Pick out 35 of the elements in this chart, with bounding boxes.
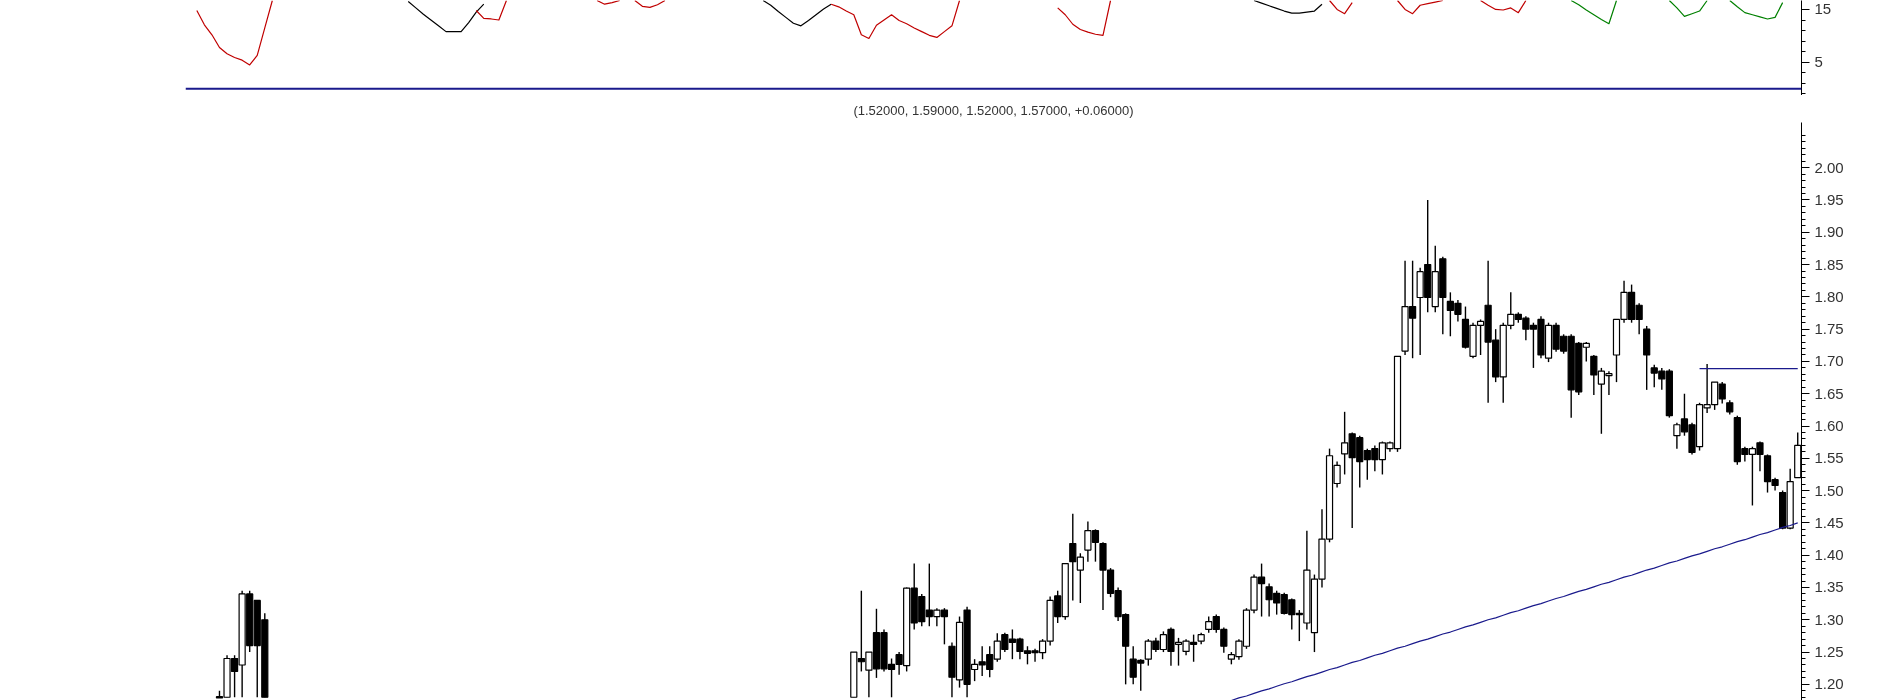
y-tick-label: 1.40: [1814, 546, 1844, 564]
y-tick-label: 1.25: [1814, 643, 1844, 661]
line-series: [762, 0, 832, 27]
y-tick-label: 1.60: [1814, 417, 1844, 435]
line-series: [1253, 0, 1323, 14]
line-series: [830, 0, 961, 40]
line-series: [1570, 0, 1618, 25]
y-tick-label: 5: [1814, 53, 1823, 71]
y-tick-label: 1.95: [1814, 191, 1844, 208]
y-tick-label: 1.90: [1814, 223, 1844, 241]
line-series: [475, 0, 508, 21]
y-tick-label: 1.65: [1814, 384, 1844, 402]
y-tick-label: 1.20: [1814, 675, 1844, 693]
y-tick-label: 15: [1814, 0, 1832, 18]
y-tick-label: 1.45: [1814, 513, 1844, 531]
y-tick-label: 1.35: [1814, 578, 1844, 596]
line-series: [407, 0, 485, 33]
line-series: [1057, 0, 1112, 36]
y-tick-label: 1.55: [1814, 449, 1844, 467]
y-tick-label: 1.70: [1814, 352, 1844, 370]
line-series: [1230, 522, 1799, 700]
y-tick-label: 2.00: [1814, 158, 1844, 176]
chart-title: (1.52000, 1.59000, 1.52000, 1.57000, +0.06000): [853, 102, 1134, 118]
line-series: [1396, 0, 1444, 15]
y-tick-label: 1.80: [1814, 287, 1844, 305]
y-tick-label: 1.85: [1814, 255, 1844, 273]
y-tick-label: 1.75: [1814, 320, 1844, 338]
line-series: [634, 0, 666, 8]
y-tick-label: 1.30: [1814, 610, 1844, 628]
line-series: [1328, 0, 1353, 15]
line-series: [1479, 0, 1527, 14]
line-series: [1729, 0, 1784, 20]
y-tick-label: 1.50: [1814, 481, 1844, 499]
line-series: [1668, 0, 1708, 17]
line-series: [196, 0, 273, 66]
